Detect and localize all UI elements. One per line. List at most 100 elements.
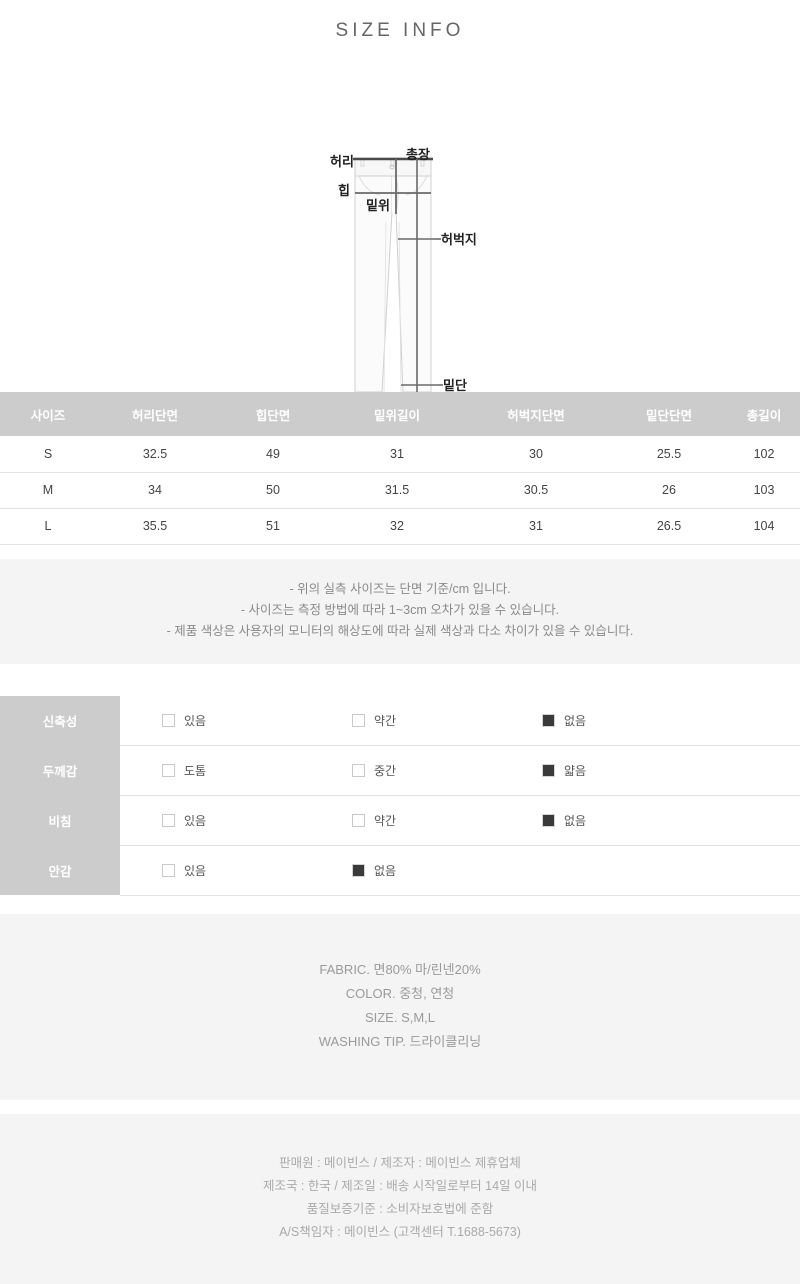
property-row-stretch: 신축성 있음 약간 없음: [0, 695, 800, 746]
column-header-thigh: 허벅지단면: [462, 392, 610, 436]
column-header-rise: 밑위길이: [332, 392, 462, 436]
checkbox-checked-icon[interactable]: [352, 863, 365, 877]
cell-hip: 51: [214, 508, 332, 545]
property-option[interactable]: 있음: [162, 812, 352, 829]
property-option[interactable]: 없음: [542, 812, 732, 829]
property-option[interactable]: 있음: [162, 862, 352, 879]
column-header-waist: 허리단면: [96, 392, 214, 436]
property-label: 신축성: [0, 695, 120, 745]
cell-waist: 32.5: [96, 436, 214, 473]
cell-thigh: 30.5: [462, 472, 610, 509]
column-header-hem: 밑단단면: [610, 392, 728, 436]
property-label: 안감: [0, 845, 120, 895]
checkbox-unchecked-icon[interactable]: [162, 863, 175, 877]
notice-line: - 위의 실측 사이즈는 단면 기준/cm 입니다.: [289, 581, 511, 596]
pants-diagram-svg: [353, 157, 443, 392]
checkbox-unchecked-icon[interactable]: [352, 813, 365, 827]
property-option[interactable]: 없음: [352, 862, 542, 879]
option-label: 있음: [184, 713, 207, 728]
property-section: 신축성 있음 약간 없음: [0, 695, 800, 896]
option-label: 약간: [374, 813, 397, 828]
property-option[interactable]: 도톰: [162, 762, 352, 779]
column-header-length: 총길이: [728, 392, 800, 436]
checkbox-checked-icon[interactable]: [542, 763, 555, 777]
checkbox-unchecked-icon[interactable]: [162, 813, 175, 827]
cell-hem: 26: [610, 472, 728, 509]
cell-hem: 25.5: [610, 436, 728, 473]
cell-waist: 35.5: [96, 508, 214, 545]
size-table-header-row: 사이즈 허리단면 힙단면 밑위길이 허벅지단면 밑단단면 총길이: [0, 392, 800, 436]
color-line: COLOR. 중청, 연청: [345, 985, 455, 1001]
option-label: 약간: [374, 713, 397, 728]
table-row: L 35.5 51 32 31 26.5 104: [0, 508, 800, 545]
property-option[interactable]: 얇음: [542, 762, 732, 779]
property-option[interactable]: 중간: [352, 762, 542, 779]
property-label: 두께감: [0, 745, 120, 795]
cell-rise: 31: [332, 436, 462, 473]
cell-size: S: [0, 436, 96, 473]
cell-thigh: 31: [462, 508, 610, 545]
option-label: 없음: [564, 813, 587, 828]
size-line: SIZE. S,M,L: [364, 1009, 436, 1025]
checkbox-unchecked-icon[interactable]: [162, 763, 175, 777]
property-option[interactable]: 없음: [542, 712, 732, 729]
property-row-thickness: 두께감 도톰 중간 얇음: [0, 745, 800, 796]
column-header-size: 사이즈: [0, 392, 96, 436]
diagram-label-waist: 허리: [330, 154, 354, 169]
option-label: 중간: [374, 763, 397, 778]
warranty-line: 품질보증기준 : 소비자보호법에 준함: [306, 1201, 494, 1216]
checkbox-checked-icon[interactable]: [542, 813, 555, 827]
size-table: 사이즈 허리단면 힙단면 밑위길이 허벅지단면 밑단단면 총길이 S 32.5 …: [0, 392, 800, 545]
option-label: 없음: [564, 713, 587, 728]
notice-section: - 위의 실측 사이즈는 단면 기준/cm 입니다. - 사이즈는 측정 방법에…: [0, 558, 800, 664]
checkbox-unchecked-icon[interactable]: [162, 713, 175, 727]
seller-line: 판매원 : 메이빈스 / 제조자 : 메이빈스 제휴업체: [279, 1155, 521, 1170]
property-option[interactable]: 있음: [162, 712, 352, 729]
cell-waist: 34: [96, 472, 214, 509]
option-label: 있음: [184, 863, 207, 878]
cell-hip: 50: [214, 472, 332, 509]
option-label: 없음: [374, 863, 397, 878]
fabric-info-section: FABRIC. 면80% 마/린넨20% COLOR. 중청, 연청 SIZE.…: [0, 913, 800, 1100]
property-option[interactable]: 약간: [352, 812, 542, 829]
diagram-label-rise: 밑위: [366, 198, 390, 213]
cell-size: L: [0, 508, 96, 545]
cell-thigh: 30: [462, 436, 610, 473]
as-contact-line: A/S책임자 : 메이빈스 (고객센터 T.1688-5673): [279, 1224, 521, 1239]
origin-line: 제조국 : 한국 / 제조일 : 배송 시작일로부터 14일 이내: [262, 1178, 538, 1193]
cell-size: M: [0, 472, 96, 509]
diagram-label-thigh: 허벅지: [441, 232, 477, 247]
table-row: M 34 50 31.5 30.5 26 103: [0, 472, 800, 509]
title-section: SIZE INFO: [0, 0, 800, 62]
cell-length: 104: [728, 508, 800, 545]
notice-line: - 제품 색상은 사용자의 모니터의 해상도에 따라 실제 색상과 다소 차이가…: [166, 623, 634, 638]
cell-length: 102: [728, 436, 800, 473]
checkbox-unchecked-icon[interactable]: [352, 713, 365, 727]
washing-tip-line: WASHING TIP. 드라이클리닝: [318, 1033, 482, 1049]
option-label: 얇음: [564, 763, 587, 778]
cell-hem: 26.5: [610, 508, 728, 545]
cell-rise: 32: [332, 508, 462, 545]
property-table: 신축성 있음 약간 없음: [0, 695, 800, 896]
checkbox-checked-icon[interactable]: [542, 713, 555, 727]
diagram-label-total-length: 총장: [406, 147, 430, 162]
table-row: S 32.5 49 31 30 25.5 102: [0, 436, 800, 473]
pants-measurement-diagram: 허리 총장 힙 밑위 허벅지 밑단: [0, 62, 800, 393]
option-label: 도톰: [184, 763, 207, 778]
column-header-hip: 힙단면: [214, 392, 332, 436]
property-row-sheerness: 비침 있음 약간 없음: [0, 795, 800, 846]
fabric-line: FABRIC. 면80% 마/린넨20%: [319, 961, 481, 977]
cell-length: 103: [728, 472, 800, 509]
notice-line: - 사이즈는 측정 방법에 따라 1~3cm 오차가 있을 수 있습니다.: [240, 602, 560, 617]
option-label: 있음: [184, 813, 207, 828]
cell-hip: 49: [214, 436, 332, 473]
footer-section: 판매원 : 메이빈스 / 제조자 : 메이빈스 제휴업체 제조국 : 한국 / …: [0, 1113, 800, 1284]
property-label: 비침: [0, 795, 120, 845]
cell-rise: 31.5: [332, 472, 462, 509]
property-row-lining: 안감 있음 없음: [0, 845, 800, 896]
page-title: SIZE INFO: [335, 20, 465, 41]
property-option[interactable]: 약간: [352, 712, 542, 729]
checkbox-unchecked-icon[interactable]: [352, 763, 365, 777]
diagram-label-hem: 밑단: [443, 378, 467, 393]
diagram-label-hip: 힙: [338, 183, 350, 198]
